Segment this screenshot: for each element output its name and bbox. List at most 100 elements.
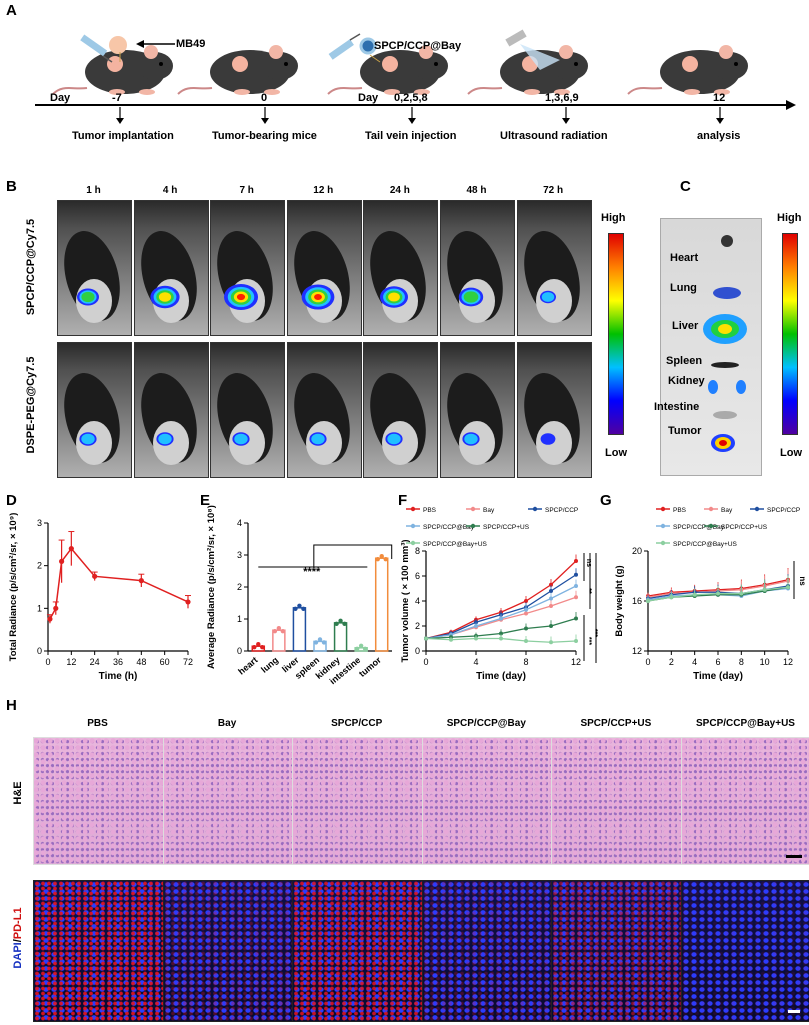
data-point [574, 572, 578, 577]
day-value: -7 [112, 92, 122, 104]
data-point [762, 587, 767, 592]
bar-point [358, 643, 364, 648]
tick-label: 6 [715, 657, 720, 667]
scale-high-label: High [777, 212, 802, 224]
fluorescence-signal [387, 433, 402, 445]
fluorescence-signal [541, 292, 554, 302]
data-point [449, 637, 453, 642]
data-point [499, 616, 503, 621]
legend-marker [660, 540, 666, 546]
data-point [424, 636, 428, 641]
legend-marker [660, 523, 666, 529]
pdl1-label: PD-L1 [12, 907, 24, 940]
time-label: 7 h [239, 185, 254, 196]
data-point [574, 616, 578, 621]
mb49-label: MB49 [176, 38, 206, 50]
tick-label: 8 [523, 657, 528, 667]
tick-label: 12 [66, 657, 76, 667]
ivis-image-dspe [210, 342, 286, 478]
bar-point [342, 621, 347, 627]
data-point [549, 624, 553, 628]
legend-label: Bay [721, 507, 733, 514]
tumor-cell-icon [109, 36, 127, 54]
bar [374, 557, 389, 652]
group-title: SPCP/CCP@Bay [446, 718, 526, 729]
ivis-image-spcp [363, 200, 439, 336]
day-value: 12 [713, 92, 726, 104]
data-point [646, 599, 650, 603]
organ-image [660, 218, 762, 476]
data-point [574, 639, 578, 643]
tick-label: 10 [760, 657, 770, 667]
category-label: heart [236, 655, 259, 677]
tick-label: 1 [37, 603, 42, 613]
data-point [549, 582, 553, 587]
panel-label-b: B [6, 178, 17, 195]
chart-tumor-volume: 0 2 4 6 8 0 4 8 12 Time (day) Tumor volume ( × 100… [400, 506, 598, 682]
day-label: Day [358, 92, 379, 104]
legend-marker [470, 523, 476, 529]
tick-label: 4 [473, 657, 478, 667]
data-point [474, 636, 478, 641]
day-value: 1,3,6,9 [545, 92, 579, 104]
tick-label: 16 [632, 596, 642, 606]
legend-marker [470, 506, 476, 512]
bar-point [317, 637, 323, 642]
step-label: Tumor implantation [72, 130, 174, 142]
legend-label: PBS [673, 507, 687, 514]
panel-label-c: C [680, 178, 691, 195]
legend-label: SPCP/CCP [545, 507, 578, 514]
y-axis-label: Average Radiance (p/s/cm²/sr, × 10⁸) [206, 505, 217, 669]
ivis-image-spcp [516, 200, 592, 336]
data-point [474, 620, 478, 625]
step-label: Tumor-bearing mice [212, 130, 317, 142]
lung-signal [713, 287, 741, 299]
fluorescence-signal [81, 433, 95, 445]
step-label: Tail vein injection [365, 130, 457, 142]
he-stain-image [292, 737, 424, 865]
legend-label: SPCP/CCP@Bay+US [673, 541, 738, 548]
tick-label: 36 [113, 657, 123, 667]
ivis-image-spcp [57, 200, 132, 336]
group-title: Bay [217, 718, 237, 729]
chart-body-weight: 12 16 20 0 2 4 6 8 10 12 Time (day) Body weight (g)… [614, 506, 807, 682]
y-axis-label: Total Radiance (p/s/cm²/sr, × 10⁹) [8, 513, 19, 662]
data-point [574, 595, 578, 600]
time-label: 12 h [313, 185, 334, 196]
bar-point [256, 642, 261, 647]
data-point [549, 589, 553, 593]
immunofluorescence-image [162, 880, 294, 1022]
data-point [524, 607, 528, 612]
data-point [47, 616, 53, 622]
data-point [474, 624, 478, 628]
kidney-signal [708, 380, 718, 394]
ivis-image-dspe [57, 342, 132, 478]
tick-label: 12 [571, 657, 581, 667]
ivis-image-dspe [363, 342, 439, 478]
data-point [524, 626, 528, 631]
ivis-image-spcp [210, 200, 286, 336]
data-point [185, 599, 191, 605]
panel-label-d: D [6, 492, 17, 509]
y-axis-label: Body weight (g) [614, 565, 625, 636]
tick-label: 20 [632, 546, 642, 556]
data-point [524, 599, 528, 603]
tick-label: 0 [45, 657, 50, 667]
fluorescence-signal [540, 433, 555, 445]
data-point [739, 591, 744, 596]
mouse-icon [52, 44, 174, 96]
bar-point [354, 646, 360, 651]
data-point [716, 591, 720, 596]
x-axis-label: Time (h) [99, 671, 138, 682]
legend-marker [708, 506, 714, 512]
significance-label: ns [798, 576, 807, 586]
legend-marker [532, 506, 538, 512]
scale-low-label: Low [780, 447, 802, 459]
injection-agent-label: SPCP/CCP@Bay [374, 40, 462, 52]
legend-marker [410, 506, 416, 512]
bar-point [272, 629, 278, 634]
he-stain-image [162, 737, 294, 865]
fluorescence-signal [388, 292, 401, 302]
data-point [524, 611, 528, 616]
syringe-icon [328, 33, 361, 60]
